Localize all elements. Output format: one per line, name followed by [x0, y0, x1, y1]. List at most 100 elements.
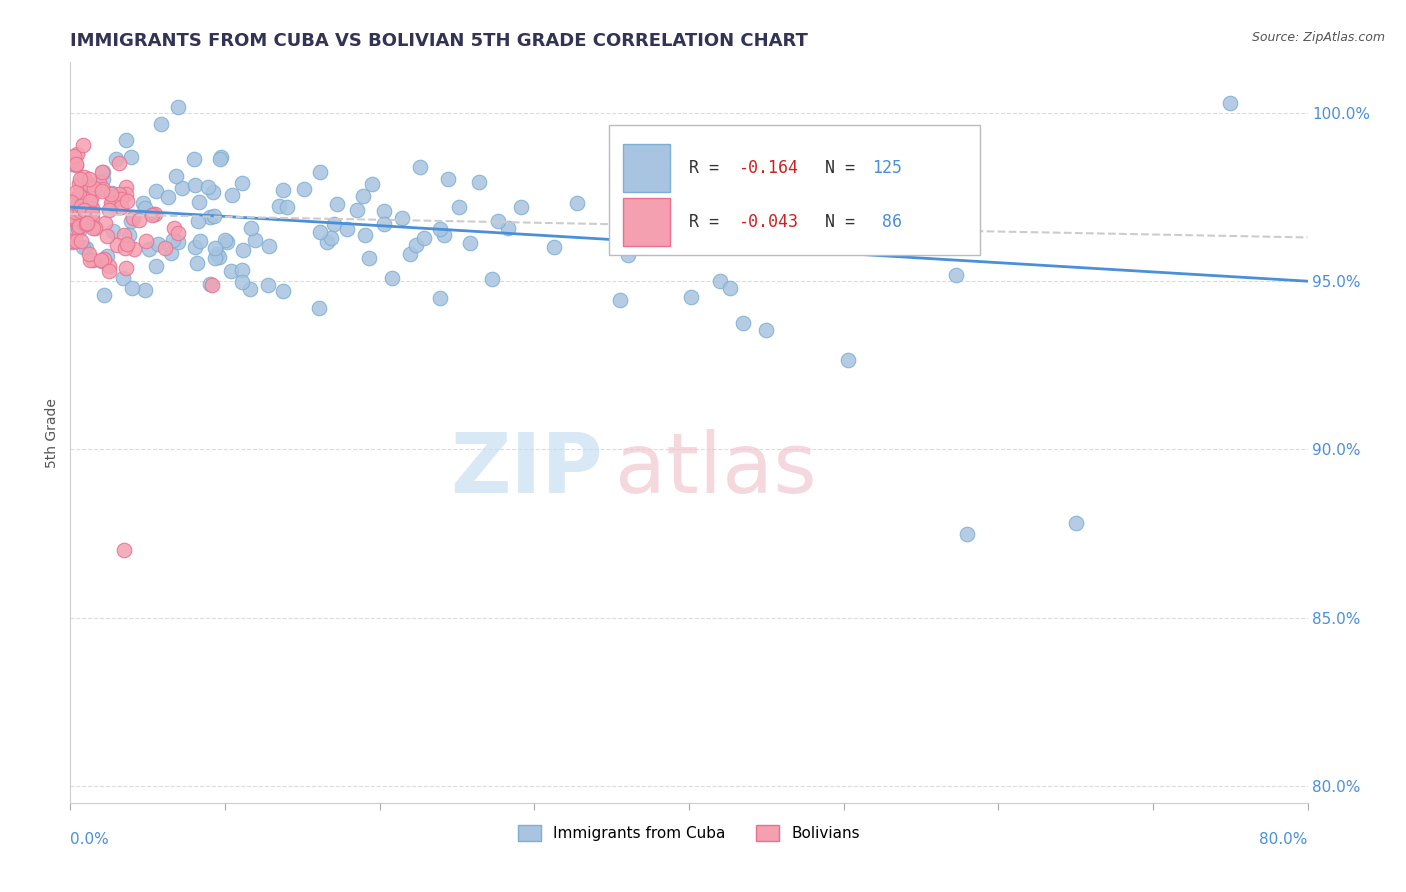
Immigrants from Cuba — [209, 149, 232, 163]
Immigrants from Cuba — [166, 235, 188, 250]
Immigrants from Cuba — [243, 233, 266, 247]
Text: 80.0%: 80.0% — [1260, 832, 1308, 847]
Bolivians — [112, 227, 135, 242]
Immigrants from Cuba — [308, 301, 330, 315]
Bolivians — [69, 234, 91, 248]
Immigrants from Cuba — [93, 288, 115, 302]
Bolivians — [100, 195, 122, 210]
Bolivians — [60, 234, 83, 248]
Immigrants from Cuba — [150, 117, 173, 131]
Immigrants from Cuba — [408, 160, 430, 174]
Immigrants from Cuba — [183, 178, 205, 192]
Bolivians — [80, 202, 103, 216]
Immigrants from Cuba — [188, 234, 211, 248]
Immigrants from Cuba — [146, 236, 169, 251]
Bolivians — [83, 221, 105, 235]
Bolivians — [82, 220, 104, 235]
Immigrants from Cuba — [165, 169, 187, 183]
Immigrants from Cuba — [256, 278, 278, 293]
Immigrants from Cuba — [361, 178, 384, 192]
Immigrants from Cuba — [72, 240, 94, 254]
Bolivians — [114, 187, 136, 202]
FancyBboxPatch shape — [623, 198, 671, 246]
Bolivians — [128, 213, 150, 227]
Bolivians — [69, 206, 91, 220]
Text: atlas: atlas — [614, 429, 817, 510]
Bolivians — [63, 149, 86, 163]
Bolivians — [90, 252, 112, 267]
Immigrants from Cuba — [565, 196, 588, 211]
Bolivians — [65, 185, 87, 199]
Immigrants from Cuba — [733, 316, 755, 330]
Immigrants from Cuba — [617, 248, 640, 262]
Bolivians — [60, 211, 83, 225]
Bolivians — [72, 216, 94, 230]
Immigrants from Cuba — [276, 200, 298, 214]
Bolivians — [62, 206, 84, 220]
Immigrants from Cuba — [1064, 516, 1087, 531]
Immigrants from Cuba — [326, 197, 349, 211]
Bolivians — [69, 172, 91, 186]
Immigrants from Cuba — [93, 171, 115, 186]
Immigrants from Cuba — [156, 190, 179, 204]
Immigrants from Cuba — [118, 227, 141, 242]
Immigrants from Cuba — [132, 195, 155, 210]
Immigrants from Cuba — [142, 207, 165, 221]
Text: Source: ZipAtlas.com: Source: ZipAtlas.com — [1251, 31, 1385, 45]
Text: -0.043: -0.043 — [738, 213, 799, 231]
Immigrants from Cuba — [609, 293, 631, 307]
Bolivians — [80, 201, 103, 215]
Immigrants from Cuba — [60, 235, 83, 250]
Immigrants from Cuba — [231, 275, 253, 289]
Bolivians — [63, 211, 86, 225]
Immigrants from Cuba — [381, 271, 404, 285]
Immigrants from Cuba — [101, 186, 124, 201]
Immigrants from Cuba — [308, 165, 330, 179]
Immigrants from Cuba — [75, 241, 97, 255]
Immigrants from Cuba — [187, 214, 209, 228]
Immigrants from Cuba — [76, 194, 98, 208]
Immigrants from Cuba — [105, 152, 128, 166]
Immigrants from Cuba — [160, 246, 183, 260]
Immigrants from Cuba — [437, 172, 460, 186]
Bolivians — [201, 278, 224, 293]
Immigrants from Cuba — [292, 182, 315, 196]
Immigrants from Cuba — [239, 282, 262, 296]
Immigrants from Cuba — [780, 192, 803, 206]
Bolivians — [76, 216, 98, 230]
Immigrants from Cuba — [837, 353, 859, 368]
Bolivians — [67, 219, 90, 234]
Immigrants from Cuba — [718, 281, 741, 295]
Text: N =: N = — [825, 160, 865, 178]
Immigrants from Cuba — [336, 222, 359, 236]
Immigrants from Cuba — [231, 262, 253, 277]
Immigrants from Cuba — [186, 256, 208, 270]
Bolivians — [115, 236, 138, 251]
Bolivians — [73, 202, 96, 216]
Immigrants from Cuba — [215, 235, 238, 250]
Bolivians — [93, 182, 115, 196]
Bolivians — [110, 192, 132, 206]
Immigrants from Cuba — [429, 221, 451, 235]
Bolivians — [101, 190, 124, 204]
Immigrants from Cuba — [709, 274, 731, 288]
Bolivians — [122, 243, 145, 257]
Bolivians — [79, 181, 101, 195]
Bolivians — [141, 208, 163, 222]
Immigrants from Cuba — [616, 227, 638, 242]
Immigrants from Cuba — [271, 284, 294, 298]
Immigrants from Cuba — [138, 242, 160, 256]
Immigrants from Cuba — [115, 133, 138, 147]
Immigrants from Cuba — [204, 241, 226, 255]
Immigrants from Cuba — [319, 230, 342, 244]
Immigrants from Cuba — [510, 200, 533, 214]
Immigrants from Cuba — [352, 189, 374, 203]
Immigrants from Cuba — [755, 322, 778, 336]
Bolivians — [98, 264, 121, 278]
Immigrants from Cuba — [202, 209, 225, 223]
Immigrants from Cuba — [433, 227, 456, 242]
Bolivians — [60, 194, 83, 209]
Bolivians — [72, 137, 94, 152]
Bolivians — [91, 164, 114, 178]
Immigrants from Cuba — [945, 268, 967, 282]
